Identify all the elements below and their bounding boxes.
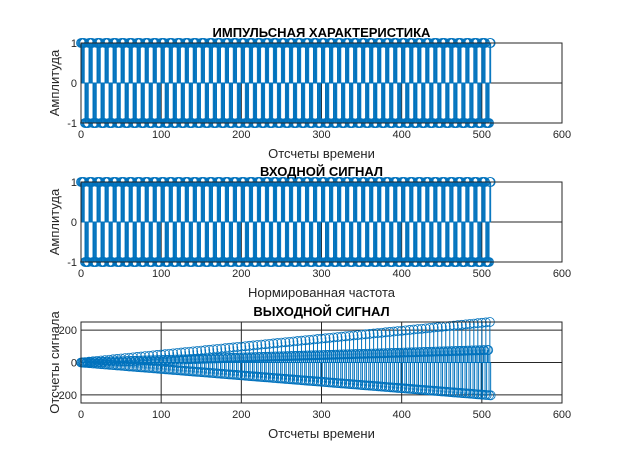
data-series: [76, 317, 496, 401]
chart-title: ИМПУЛЬСНАЯ ХАРАКТЕРИСТИКА: [213, 25, 432, 40]
x-tick-label: 400: [392, 129, 410, 141]
x-tick-label: 100: [152, 268, 170, 280]
x-tick-label: 100: [152, 409, 170, 421]
stem-marker: [483, 345, 494, 355]
y-axis-label: Амплитуда: [47, 49, 62, 116]
y-tick-label: 1: [71, 38, 77, 50]
x-tick-label: 200: [232, 409, 250, 421]
x-tick-label: 0: [78, 129, 84, 141]
x-tick-label: 100: [152, 129, 170, 141]
x-tick-label: 500: [473, 268, 491, 280]
x-tick-label: 600: [553, 268, 571, 280]
x-tick-label: 400: [392, 409, 410, 421]
y-tick-label: -1: [67, 118, 77, 130]
y-tick-label: -1: [67, 257, 77, 269]
x-axis-label: Нормированная частота: [248, 285, 396, 300]
x-tick-label: 600: [553, 129, 571, 141]
x-tick-label: 300: [312, 268, 330, 280]
x-tick-label: 0: [78, 268, 84, 280]
axes-box: [80, 42, 563, 124]
x-tick-label: 200: [232, 129, 250, 141]
y-tick-label: 200: [59, 325, 77, 337]
x-tick-label: 0: [78, 409, 84, 421]
y-axis-label: Отсчеты сигнала: [47, 310, 62, 413]
axes-box: [80, 321, 563, 404]
x-axis-label: Отсчеты времени: [268, 426, 375, 441]
x-tick-label: 300: [312, 129, 330, 141]
chart-title: ВЫХОДНОЙ СИГНАЛ: [253, 304, 389, 319]
y-axis-label: Амплитуда: [47, 188, 62, 255]
y-tick-label: -200: [55, 390, 77, 402]
x-tick-label: 600: [553, 409, 571, 421]
y-tick-label: 0: [71, 78, 77, 90]
stem-marker: [485, 390, 496, 401]
x-tick-label: 400: [392, 268, 410, 280]
x-tick-label: 500: [473, 129, 491, 141]
y-tick-label: 0: [71, 358, 77, 370]
x-axis-label: Отсчеты времени: [268, 146, 375, 161]
chart-title: ВХОДНОЙ СИГНАЛ: [260, 164, 383, 179]
axes-box: [80, 181, 563, 263]
x-tick-label: 500: [473, 409, 491, 421]
x-tick-label: 200: [232, 268, 250, 280]
y-tick-label: 1: [71, 177, 77, 189]
x-tick-label: 300: [312, 409, 330, 421]
y-tick-label: 0: [71, 217, 77, 229]
